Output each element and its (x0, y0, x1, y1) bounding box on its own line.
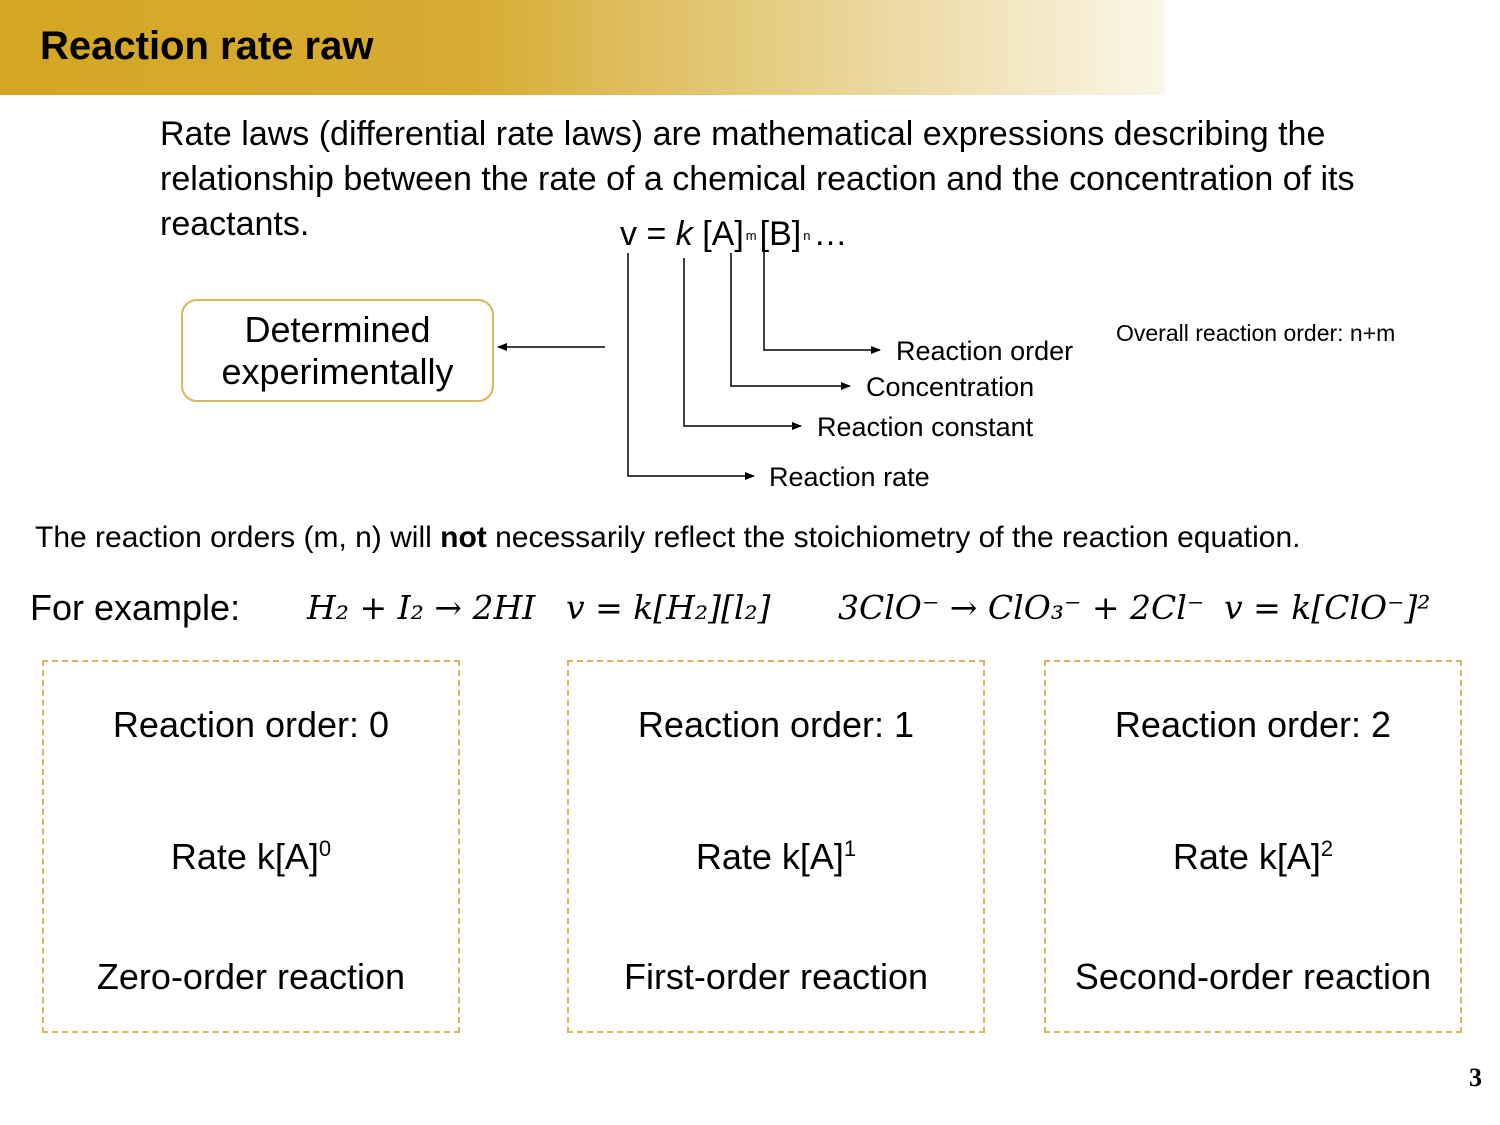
concentration-connector (730, 253, 851, 390)
card-rate-exponent: 1 (843, 836, 857, 861)
card-rate-text: Rate k[A] (1172, 836, 1321, 877)
formula-exponent-m: m (745, 228, 757, 243)
slide-title: Reaction rate raw (40, 24, 374, 68)
card-order-label: Reaction order: 0 (112, 704, 390, 745)
example-label: For example: (30, 587, 241, 628)
example-equation-2: 3ClO⁻ → ClO₃⁻ + 2Cl⁻ (838, 588, 1205, 627)
intro-paragraph: Rate laws (differential rate laws) are m… (160, 115, 1355, 243)
card-order-name: Second-order reaction (1074, 956, 1432, 997)
note-bold: not (440, 521, 487, 554)
reaction-rate-connector (627, 253, 755, 480)
formula-a: [A] (692, 215, 744, 253)
rate-law-formula: v = k [A] m[B] n… (620, 214, 847, 256)
reaction-order-connector (763, 248, 881, 354)
card-order-name: Zero-order reaction (96, 956, 406, 997)
stoichiometry-note: The reaction orders (m, n) will not nece… (35, 520, 1301, 556)
formula-exponent-n: n (803, 228, 811, 243)
card-rate-text: Rate k[A] (170, 836, 319, 877)
formula-b: [B] (759, 215, 802, 253)
overall-order-note: Overall reaction order: n+m (1116, 320, 1396, 346)
reaction-constant-connector (683, 258, 802, 430)
order-card-first: Reaction order: 1 Rate k[A]1 First-order… (567, 660, 985, 1033)
order-card-zero: Reaction order: 0 Rate k[A]0 Zero-order … (42, 660, 460, 1033)
formula-lhs: v = (620, 215, 676, 253)
card-order-name: First-order reaction (623, 956, 929, 997)
label-reaction-order: Reaction order (896, 336, 1074, 366)
example-equation-1: H₂ + I₂ → 2HI (307, 588, 536, 627)
card-order-label: Reaction order: 1 (637, 704, 915, 745)
formula-ellipsis: … (813, 215, 848, 253)
order-card-second: Reaction order: 2 Rate k[A]2 Second-orde… (1044, 660, 1462, 1033)
card-order-label: Reaction order: 2 (1114, 704, 1392, 745)
note-after: necessarily reflect the stoichiometry of… (486, 521, 1301, 554)
page-number: 3 (1469, 1063, 1482, 1092)
card-rate-expression: Rate k[A]2 (1046, 828, 1460, 878)
label-reaction-constant: Reaction constant (817, 412, 1034, 442)
formula-k: k (675, 215, 693, 253)
card-rate-text: Rate k[A] (695, 836, 844, 877)
example-rate-1: v = k[H₂][l₂] (566, 588, 771, 627)
title-banner: Reaction rate raw (0, 0, 1165, 95)
card-rate-expression: Rate k[A]0 (44, 828, 458, 878)
card-rate-exponent: 0 (318, 836, 332, 861)
example-rate-2: v = k[ClO⁻]² (1224, 588, 1431, 627)
card-rate-exponent: 2 (1320, 836, 1334, 861)
card-rate-expression: Rate k[A]1 (569, 828, 983, 878)
label-reaction-rate: Reaction rate (769, 462, 930, 492)
determined-experimentally-box: Determined experimentally (181, 299, 494, 402)
note-before: The reaction orders (m, n) will (35, 521, 441, 554)
label-concentration: Concentration (866, 372, 1035, 402)
